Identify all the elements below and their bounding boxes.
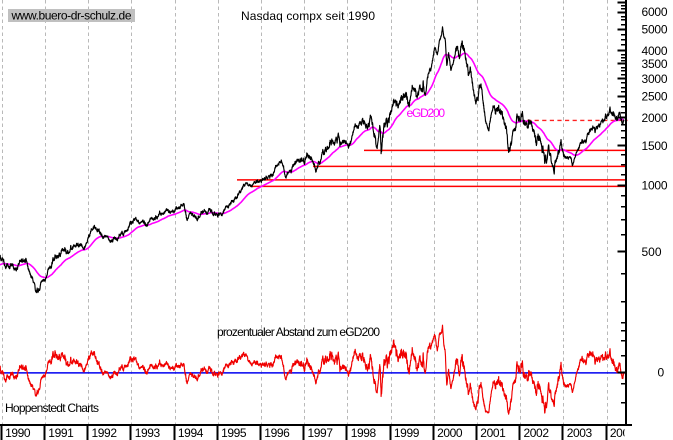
svg-text:www.buero-dr-schulz.de: www.buero-dr-schulz.de [11,8,132,22]
svg-text:Nasdaq compx seit 1990: Nasdaq compx seit 1990 [241,9,375,23]
svg-text:eGD200: eGD200 [407,106,446,120]
svg-text:3000: 3000 [642,72,668,86]
svg-text:4000: 4000 [642,44,668,58]
svg-text:1000: 1000 [642,179,668,193]
svg-text:500: 500 [642,245,662,259]
svg-text:6000: 6000 [642,5,668,19]
svg-text:2003: 2003 [567,426,593,440]
svg-text:2000: 2000 [642,111,668,125]
svg-text:1997: 1997 [308,426,334,440]
svg-text:2001: 2001 [480,426,506,440]
svg-text:5000: 5000 [642,23,668,37]
svg-text:1992: 1992 [92,426,118,440]
svg-text:1990: 1990 [5,426,31,440]
svg-text:1995: 1995 [221,426,247,440]
svg-text:1991: 1991 [48,426,74,440]
svg-text:1996: 1996 [264,426,290,440]
svg-text:0: 0 [658,366,665,380]
svg-text:1500: 1500 [642,139,668,153]
svg-text:2000: 2000 [437,426,463,440]
svg-text:1993: 1993 [135,426,161,440]
svg-text:prozentualer Abstand zum eGD20: prozentualer Abstand zum eGD200 [217,325,380,339]
svg-text:2500: 2500 [642,90,668,104]
svg-text:1999: 1999 [394,426,420,440]
svg-text:Hoppenstedt Charts: Hoppenstedt Charts [5,401,99,415]
svg-text:1998: 1998 [351,426,377,440]
svg-text:2002: 2002 [524,426,550,440]
svg-text:3500: 3500 [642,57,668,71]
svg-text:2004: 2004 [610,426,636,440]
svg-text:1994: 1994 [178,426,204,440]
